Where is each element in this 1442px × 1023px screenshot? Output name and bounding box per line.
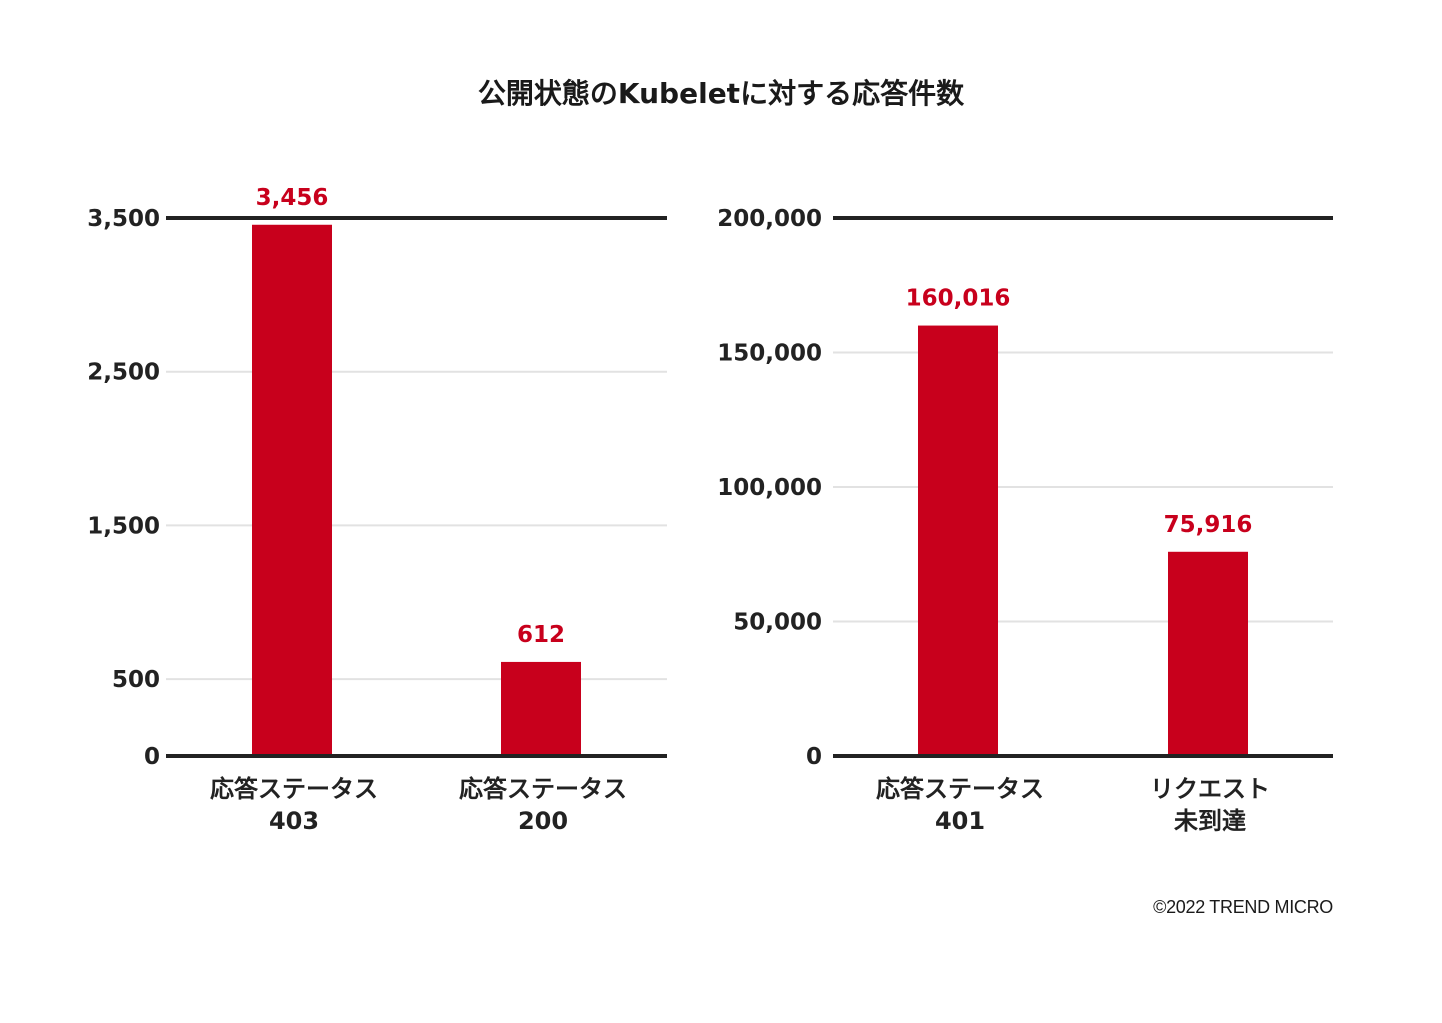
bar-value-label: 160,016 [906,286,1011,312]
y-tick-label: 150,000 [717,341,822,367]
bar-value-label: 612 [517,622,565,648]
category-label: 応答ステータス [210,775,378,803]
category-label: 401 [935,807,985,835]
y-tick-label: 1,500 [87,513,160,539]
bar [252,224,332,754]
y-tick-label: 0 [144,744,160,770]
y-tick-label: 200,000 [717,206,822,232]
category-label: 応答ステータス [459,775,627,803]
chart-title: 公開状態のKubeletに対する応答件数 [477,77,965,110]
category-label: 200 [518,807,568,835]
category-label: 403 [269,807,319,835]
copyright: ©2022 TREND MICRO [1153,897,1333,917]
y-tick-label: 0 [806,744,822,770]
y-tick-label: 500 [112,667,160,693]
category-label: 未到達 [1174,807,1246,835]
y-tick-label: 50,000 [733,610,822,636]
category-label: リクエスト [1150,775,1270,803]
y-tick-label: 2,500 [87,360,160,386]
y-tick-label: 100,000 [717,475,822,501]
category-label: 応答ステータス [876,775,1044,803]
bar-value-label: 3,456 [256,185,329,211]
bar [918,325,998,754]
bar-value-label: 75,916 [1164,512,1253,538]
y-tick-label: 3,500 [87,206,160,232]
bar [1168,551,1248,754]
bar [501,661,581,754]
